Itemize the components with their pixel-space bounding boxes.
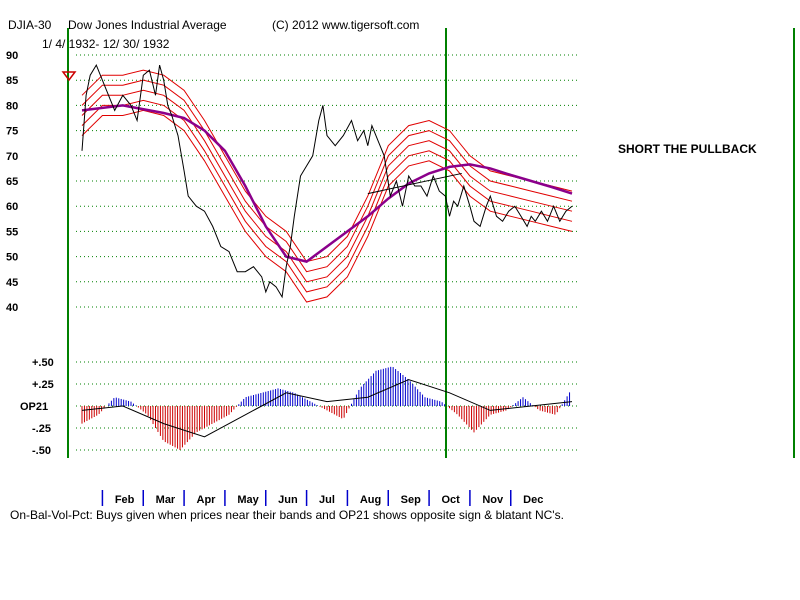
header-copyright: (C) 2012 www.tigersoft.com — [272, 18, 419, 32]
month-label: Feb — [115, 494, 135, 506]
op21-tick-label: +.25 — [32, 379, 54, 391]
price-line — [81, 63, 573, 299]
price-tick-label: 65 — [6, 176, 18, 188]
month-label: Aug — [360, 494, 381, 506]
price-tick-label: 55 — [6, 226, 18, 238]
op21-signal-line — [81, 379, 573, 438]
bands-layer — [81, 69, 573, 303]
band-line — [81, 109, 573, 303]
op21-tick-label: -.25 — [32, 423, 51, 435]
price-layer — [81, 63, 573, 299]
axis-tick-layer: 90 85 80 75 70 65 60 55 50 45 40 +.50 +.25 OP21 -.25 -.… — [6, 50, 54, 457]
month-label: Jul — [319, 494, 335, 506]
price-tick-label: 75 — [6, 126, 18, 138]
month-label: Sep — [401, 494, 421, 506]
price-tick-label: 40 — [6, 302, 18, 314]
month-label: Mar — [156, 494, 176, 506]
price-tick-label: 60 — [6, 201, 18, 213]
grid-layer — [67, 28, 795, 458]
band-line — [81, 79, 573, 273]
annotation-label: SHORT THE PULLBACK — [618, 142, 757, 156]
month-label: Dec — [523, 494, 543, 506]
moving-average-layer — [81, 104, 573, 263]
op21-layer — [81, 366, 573, 450]
price-tick-label: 80 — [6, 100, 18, 112]
price-tick-label: 45 — [6, 277, 18, 289]
month-label: Oct — [442, 494, 461, 506]
band-line — [81, 69, 573, 263]
month-label: Jun — [278, 494, 298, 506]
sell-arrow-icon — [61, 71, 77, 82]
price-tick-label: 70 — [6, 151, 18, 163]
header-date-range: 1/ 4/ 1932- 12/ 30/ 1932 — [42, 37, 170, 51]
month-label: Nov — [482, 494, 504, 506]
month-label: Apr — [197, 494, 217, 506]
overlay-layer — [61, 71, 462, 195]
month-axis-layer: Feb Mar Apr May Jun Jul Aug Sep Oct Nov Dec — [101, 490, 543, 506]
price-tick-label: 85 — [6, 75, 18, 87]
price-tick-label: 50 — [6, 252, 18, 264]
op21-tick-label: OP21 — [20, 401, 48, 413]
price-tick-label: 90 — [6, 50, 18, 62]
moving-average-line — [81, 104, 573, 263]
footer-note: On-Bal-Vol-Pct: Buys given when prices n… — [10, 508, 564, 522]
op21-tick-label: +.50 — [32, 357, 54, 369]
month-label: May — [237, 494, 259, 506]
header-symbol: DJIA-30 — [8, 18, 52, 32]
header-name: Dow Jones Industrial Average — [68, 18, 227, 32]
band-line — [81, 89, 573, 283]
trendline — [367, 172, 462, 195]
band-line — [81, 99, 573, 293]
op21-tick-label: -.50 — [32, 445, 51, 457]
